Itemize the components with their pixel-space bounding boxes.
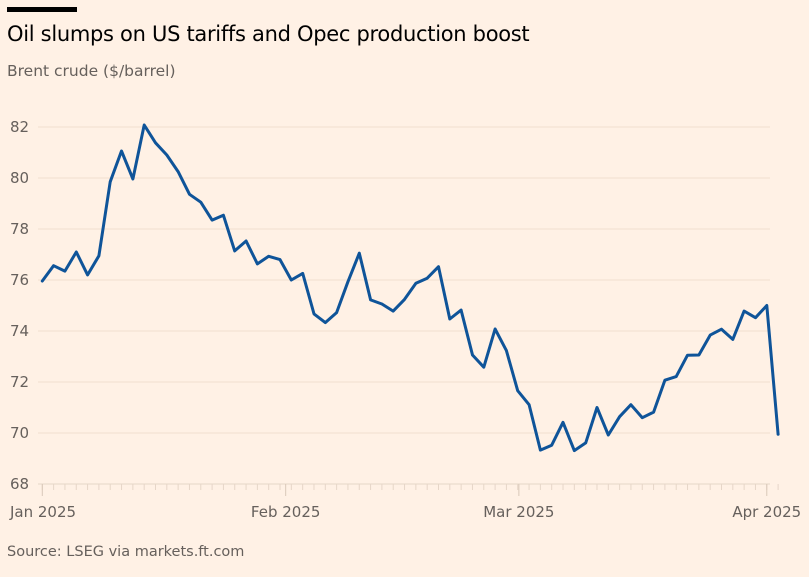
data-point [244, 239, 248, 243]
data-point [754, 316, 757, 319]
y-tick-label: 76 [10, 271, 29, 289]
header-accent-bar [7, 7, 77, 12]
data-point [210, 218, 214, 222]
data-point [109, 180, 112, 184]
y-tick-label: 74 [10, 322, 29, 340]
data-point [369, 298, 372, 302]
data-point [550, 444, 553, 447]
data-point [516, 389, 519, 392]
data-point [97, 254, 101, 257]
data-point [346, 280, 350, 283]
data-point [641, 416, 644, 419]
data-point [437, 265, 440, 268]
data-point [607, 433, 610, 437]
data-point [595, 406, 599, 409]
data-point [41, 279, 44, 283]
chart-subtitle: Brent crude ($/barrel) [7, 62, 176, 80]
data-point [527, 403, 531, 406]
x-tick-label: Feb 2025 [251, 503, 321, 521]
data-point [776, 433, 780, 436]
data-point [86, 273, 89, 277]
data-point [52, 264, 55, 267]
data-point [335, 311, 338, 314]
data-point [686, 354, 689, 357]
data-point [188, 193, 191, 196]
data-point [731, 338, 735, 341]
y-tick-label: 72 [10, 373, 29, 391]
data-point [493, 327, 497, 331]
y-tick-label: 80 [10, 169, 29, 187]
data-point [290, 278, 293, 282]
data-point [142, 123, 146, 127]
data-point [233, 249, 236, 253]
brent-price-line [40, 123, 780, 453]
data-point [256, 262, 259, 266]
data-point [471, 353, 474, 357]
data-point [482, 366, 485, 369]
data-point [720, 328, 723, 331]
data-point [154, 141, 157, 145]
data-point [697, 353, 701, 357]
data-point [403, 298, 406, 301]
data-point [63, 269, 67, 273]
data-point [414, 282, 418, 285]
y-tick-label: 82 [10, 118, 29, 136]
x-tick-label: Apr 2025 [732, 503, 801, 521]
data-point [539, 448, 542, 452]
data-point [652, 410, 655, 414]
data-point [176, 170, 180, 173]
data-point [222, 214, 225, 217]
data-point [131, 177, 135, 181]
data-point [675, 375, 678, 378]
data-point [765, 304, 768, 307]
source-note: Source: LSEG via markets.ft.com [7, 544, 245, 560]
data-point [629, 403, 633, 406]
data-point [301, 272, 304, 275]
data-point [561, 421, 565, 424]
data-point [380, 302, 384, 306]
x-tick-label: Jan 2025 [9, 503, 76, 521]
data-point [573, 449, 576, 452]
data-point [618, 415, 621, 418]
data-point [199, 201, 202, 204]
data-point [358, 252, 361, 255]
x-tick-label: Mar 2025 [483, 503, 554, 521]
data-point [663, 379, 667, 382]
data-point [584, 441, 587, 445]
chart-title: Oil slumps on US tariffs and Opec produc… [7, 22, 530, 46]
data-point [448, 317, 452, 321]
data-point [278, 258, 282, 261]
data-point [708, 333, 712, 337]
data-point [742, 309, 746, 313]
data-point [165, 153, 169, 157]
data-point [505, 349, 508, 352]
y-tick-label: 78 [10, 220, 29, 238]
data-point [392, 309, 395, 313]
data-point [459, 308, 463, 312]
data-point [75, 250, 78, 254]
data-point [324, 321, 327, 324]
data-point [312, 312, 316, 316]
data-point [267, 255, 270, 258]
data-point [425, 277, 429, 280]
y-tick-label: 70 [10, 424, 29, 442]
y-tick-label: 68 [10, 475, 29, 493]
data-point [120, 149, 123, 153]
